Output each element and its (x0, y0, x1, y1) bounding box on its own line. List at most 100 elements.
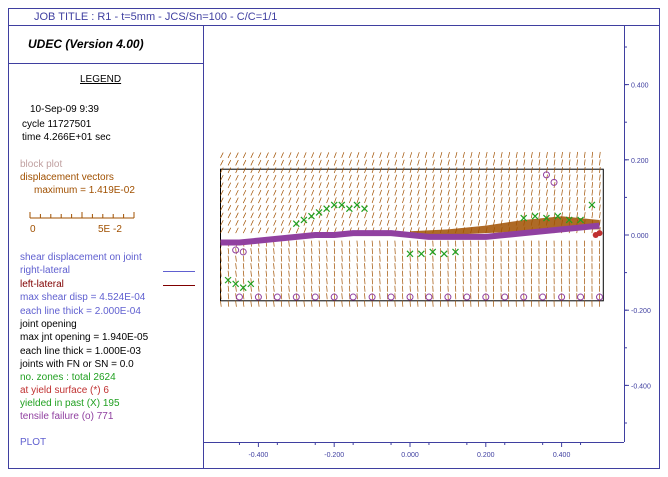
vector-arrow (250, 293, 252, 300)
vector-arrow (318, 219, 322, 226)
vector-arrow (295, 285, 298, 292)
vector-arrow (326, 263, 328, 270)
vector-arrow (250, 263, 252, 270)
vector-arrow (371, 197, 375, 204)
vector-arrow (235, 270, 237, 277)
vector-arrow (258, 263, 260, 270)
vector-arrow (250, 300, 252, 307)
vector-arrow (341, 285, 343, 292)
vector-arrow (295, 197, 299, 204)
vector-arrow (273, 227, 277, 234)
vector-arrow (250, 227, 254, 234)
vector-arrow (227, 167, 232, 174)
yielded-marker (417, 250, 425, 258)
vector-arrow (508, 189, 511, 196)
vector-arrow (432, 159, 435, 166)
vector-arrow (470, 212, 473, 219)
vector-arrow (538, 212, 541, 219)
vector-arrow (485, 204, 488, 211)
vector-arrow (295, 182, 299, 189)
vector-arrow (227, 197, 232, 204)
vector-arrow (250, 197, 254, 204)
vector-arrow (318, 204, 322, 211)
vector-arrow (470, 159, 473, 166)
tensile-marker (482, 293, 490, 301)
vector-arrow (326, 240, 328, 247)
vector-arrow (280, 152, 284, 159)
vector-arrow (311, 219, 315, 226)
vector-arrow (333, 219, 337, 226)
vector-arrow (326, 152, 330, 159)
vector-arrow (477, 182, 480, 189)
vector-arrow (311, 182, 315, 189)
vector-arrow (432, 204, 435, 211)
vector-arrow (432, 167, 435, 174)
vector-arrow (523, 197, 526, 204)
vector-arrow (356, 240, 358, 247)
vector-arrow (515, 212, 518, 219)
vector-arrow (439, 197, 443, 204)
vector-arrow (394, 152, 398, 159)
vector-arrow (326, 189, 330, 196)
vector-arrow (280, 167, 284, 174)
vector-arrow (295, 212, 299, 219)
vector-arrow (568, 159, 571, 166)
vector-arrow (394, 212, 398, 219)
vector-arrow (273, 219, 277, 226)
legend-block-plot: block plot (20, 159, 63, 170)
app-title: UDEC (Version 4.00) (28, 37, 144, 51)
vector-arrow (568, 189, 571, 196)
viewport-frame (8, 8, 660, 469)
vector-arrow (227, 270, 230, 277)
vector-arrow (235, 167, 239, 174)
title-bar: JOB TITLE : R1 - t=5mm - JCS/Sn=100 - C/… (8, 8, 660, 26)
vector-arrow (280, 293, 283, 300)
vector-arrow (364, 182, 367, 189)
vector-arrow (356, 285, 358, 292)
vector-arrow (477, 174, 480, 181)
vector-arrow (371, 182, 375, 189)
vector-arrow (394, 189, 398, 196)
vector-arrow (447, 189, 450, 196)
vector-arrow (227, 212, 232, 219)
vector-arrow (485, 212, 488, 219)
vector-arrow (333, 152, 337, 159)
vector-arrow (280, 212, 284, 219)
yielded-marker (577, 216, 584, 224)
vector-arrow (273, 174, 277, 181)
legend-panel: UDEC (Version 4.00) LEGEND 10-Sep-09 9:3… (8, 26, 204, 469)
vector-arrow (318, 212, 322, 219)
yielded-marker (554, 212, 562, 220)
vector-arrow (280, 227, 284, 234)
vector-arrow (326, 293, 328, 300)
vector-arrow (485, 167, 488, 174)
vector-arrow (303, 197, 307, 204)
scale-bar (29, 212, 135, 219)
vector-arrow (538, 182, 541, 189)
vector-arrow (417, 212, 420, 219)
legend-right-lateral: right-lateral (20, 265, 71, 276)
yielded-marker (308, 212, 315, 220)
vector-arrow (227, 174, 232, 181)
vector-arrow (599, 204, 601, 211)
vector-arrow (462, 174, 465, 181)
vector-arrow (235, 182, 239, 189)
vector-arrow (341, 159, 345, 166)
vector-arrow (439, 174, 443, 181)
vector-arrow (288, 219, 292, 226)
legend-disp-vectors: displacement vectors (20, 172, 114, 183)
vector-arrow (424, 174, 428, 181)
vector-arrow (432, 174, 435, 181)
vector-arrow (273, 159, 277, 166)
vector-arrow (220, 293, 222, 300)
vector-arrow (250, 220, 254, 226)
vector-arrow (220, 167, 224, 174)
vector-arrow (576, 151, 578, 158)
vector-arrow (303, 219, 307, 226)
vector-arrow (546, 204, 548, 211)
legend-zones-total: no. zones : total 2624 (20, 372, 116, 383)
vector-arrow (265, 285, 267, 292)
vector-arrow (470, 189, 473, 196)
vector-arrow (455, 204, 458, 211)
vector-arrow (432, 212, 435, 219)
